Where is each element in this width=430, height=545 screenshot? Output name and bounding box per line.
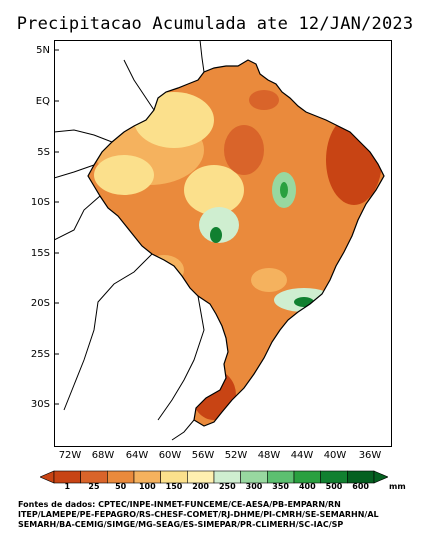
lon-label-40w: 40W: [323, 450, 347, 461]
lon-label-48w: 48W: [257, 450, 281, 461]
sources-line-1: Fontes de dados: CPTEC/INPE-INMET-FUNCEM…: [18, 500, 341, 509]
lon-label-68w: 68W: [91, 450, 115, 461]
colorbar-tick-label: 350: [272, 482, 289, 491]
lat-label-eq: EQ: [35, 96, 50, 107]
colorbar-tick-label: 200: [192, 482, 209, 491]
colorbar-tick-label: 150: [165, 482, 183, 491]
data-sources: Fontes de dados: CPTEC/INPE-INMET-FUNCEM…: [18, 500, 428, 530]
lat-label-15s: 15S: [30, 248, 50, 259]
colorbar-tick-label: 100: [138, 482, 156, 491]
colorbar-tick-label: 50: [115, 482, 127, 491]
sources-line-2: ITEP/LAMEPE/PE-FEPAGRO/RS-CHESF-COMET/RJ…: [18, 510, 379, 519]
lon-label-52w: 52W: [224, 450, 248, 461]
sources-line-3: SEMARH/BA-CEMIG/SIMGE/MG-SEAG/ES-SIMEPAR…: [18, 520, 344, 529]
colorbar-unit: mm: [389, 482, 406, 491]
lat-label-20s: 20S: [30, 298, 50, 309]
precipitation-map: [54, 40, 392, 447]
colorbar-tick-label: 400: [298, 482, 316, 491]
lat-label-25s: 25S: [30, 349, 50, 360]
colorbar-left-arrow: [40, 470, 55, 484]
lat-label-5n: 5N: [36, 45, 50, 56]
lat-label-10s: 10S: [30, 197, 50, 208]
colorbar-tick-label: 500: [325, 482, 343, 491]
lon-label-56w: 56W: [191, 450, 215, 461]
lat-label-5s: 5S: [37, 147, 50, 158]
colorbar-tick-label: 600: [352, 482, 369, 491]
colorbar-tick-label: 25: [88, 482, 100, 491]
lon-label-60w: 60W: [158, 450, 182, 461]
map-title: Precipitacao Acumulada ate 12/JAN/2023: [16, 14, 414, 34]
colorbar-tick-label: 250: [218, 482, 236, 491]
lat-label-30s: 30S: [30, 399, 50, 410]
colorbar-tick-label: 1: [64, 482, 71, 491]
colorbar-right-arrow: [373, 470, 388, 484]
colorbar-tick-label: 300: [245, 482, 263, 491]
lon-label-64w: 64W: [125, 450, 149, 461]
colorbar: [40, 470, 388, 484]
lon-label-44w: 44W: [290, 450, 314, 461]
lon-label-72w: 72W: [58, 450, 82, 461]
lon-label-36w: 36W: [358, 450, 382, 461]
